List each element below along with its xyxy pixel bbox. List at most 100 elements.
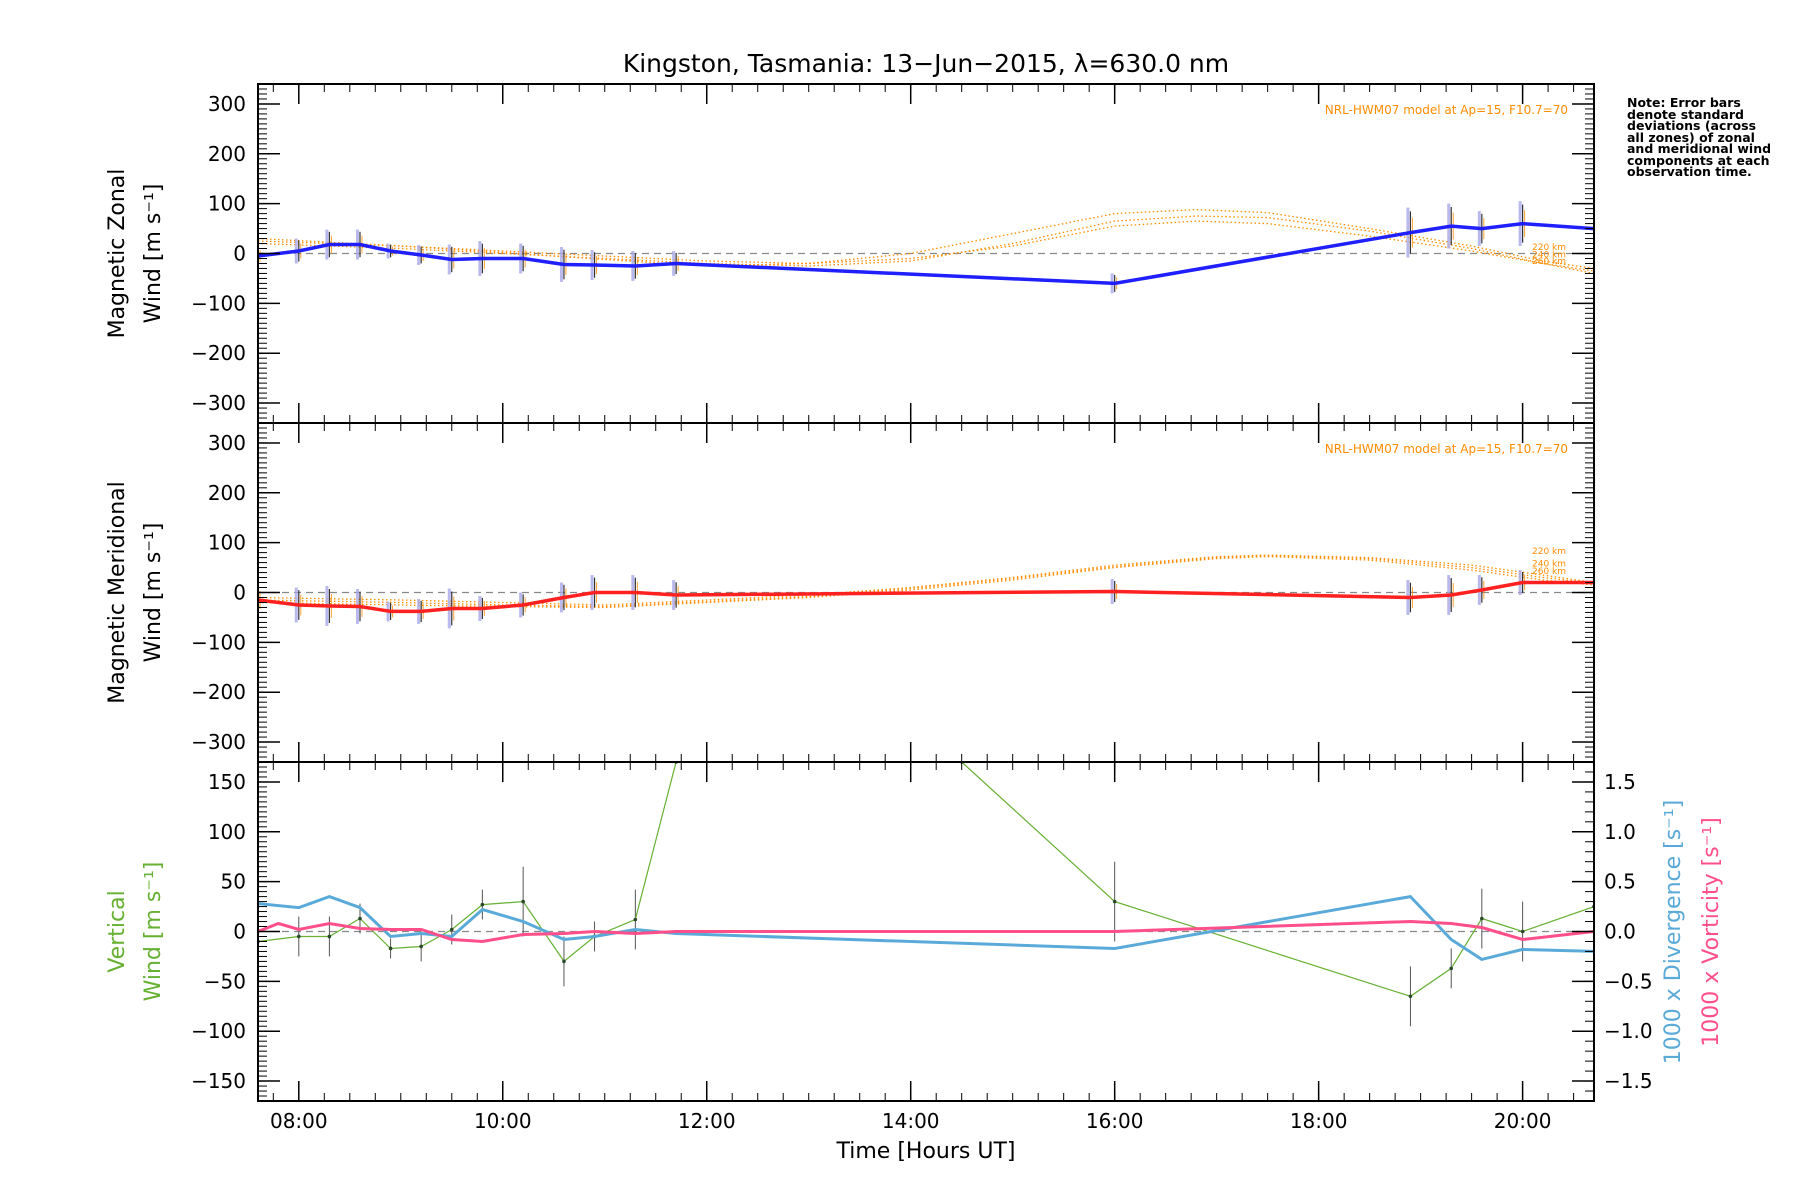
meridional-data-point: [1408, 595, 1413, 600]
meridional-data-point: [562, 595, 566, 600]
zonal-data-point: [388, 249, 393, 253]
error-bar-shade: [254, 585, 257, 615]
y-axis-label-line2: Wind [m s⁻¹]: [141, 184, 166, 324]
zonal-data-point: [1521, 221, 1525, 226]
chart-title: Kingston, Tasmania: 13−Jun−2015, λ=630.0…: [623, 49, 1229, 78]
zonal-data-point: [633, 264, 637, 268]
meridional-data-point: [480, 606, 484, 611]
zonal-wind-line: [258, 221, 1594, 286]
model-label: NRL-HWM07 model at Ap=15, F10.7=70: [1325, 442, 1568, 456]
vertical-data-point: [1112, 899, 1117, 904]
meridional-data-point: [1480, 588, 1484, 592]
zonal-data-point: [1480, 226, 1484, 231]
meridional-data-point: [388, 609, 393, 614]
x-tick-label: 10:00: [474, 1109, 532, 1133]
divergence-line: [258, 894, 1594, 962]
meridional-data-point: [1113, 589, 1117, 594]
y2-tick-label: 0.5: [1604, 870, 1636, 894]
y-tick-label: 100: [208, 192, 246, 216]
panel-zonal: NRL-HWM07 model at Ap=15, F10.7=70 220 km…: [105, 83, 1595, 424]
zonal-data-point: [327, 242, 331, 247]
vertical-data-point: [419, 944, 423, 949]
plot-area-zonal: [254, 201, 1594, 294]
vertical-data-point: [1408, 994, 1413, 999]
zonal-data-point: [358, 242, 362, 247]
y-tick-label: 100: [208, 531, 246, 555]
vertical-data-point: [521, 899, 525, 904]
zonal-data-point: [1449, 224, 1453, 228]
y-axis-label-line1: Magnetic Meridional: [105, 481, 130, 703]
model-curve-3: [258, 555, 1594, 609]
vertical-data-point: [480, 902, 485, 907]
error-bar-shade: [254, 246, 257, 266]
zonal-data-point: [1113, 281, 1117, 286]
divergence-axis-label: 1000 x Divergence [s⁻¹]: [1661, 800, 1686, 1064]
model-curve-1: [258, 220, 1594, 272]
zonal-data-point: [450, 257, 454, 262]
vertical-data-point: [449, 927, 454, 932]
vertical-wind-line: [258, 762, 1594, 997]
vertical-data-point: [1449, 966, 1454, 971]
vertical-data-point: [388, 946, 393, 951]
y2-tick-label: −0.5: [1604, 969, 1653, 993]
meridional-data-point: [521, 603, 525, 607]
y-tick-label: 100: [208, 820, 246, 844]
y-tick-label: −300: [191, 391, 246, 415]
meridional-data-point: [297, 603, 301, 607]
y-tick-label: 150: [208, 770, 246, 794]
altitude-label: 220 km: [1532, 243, 1566, 253]
y-axis-label-line1: Magnetic Zonal: [105, 169, 130, 339]
zonal-data-point: [419, 253, 423, 257]
y-axis-label-line1: Vertical: [105, 890, 130, 972]
altitude-label: 240 km: [1532, 560, 1566, 570]
meridional-data-point: [450, 606, 454, 611]
zonal-data-point: [592, 263, 597, 267]
panel-frame: [257, 83, 1595, 424]
model-label: NRL-HWM07 model at Ap=15, F10.7=70: [1325, 103, 1568, 117]
zonal-data-point: [674, 261, 678, 266]
y-tick-label: 200: [208, 481, 246, 505]
x-tick-label: 20:00: [1494, 1109, 1552, 1133]
meridional-data-point: [419, 609, 423, 614]
zonal-data-point: [297, 249, 301, 253]
meridional-data-point: [633, 590, 637, 595]
y-tick-label: 200: [208, 142, 246, 166]
y-tick-label: −300: [191, 730, 246, 754]
x-tick-label: 12:00: [678, 1109, 736, 1133]
vorticity-line: [258, 919, 1594, 944]
zonal-data-point: [480, 256, 484, 261]
x-tick-label: 08:00: [270, 1109, 328, 1133]
error-bar-note: Note: Error bars denote standard deviati…: [1627, 95, 1772, 179]
altitude-label: 260 km: [1532, 257, 1566, 267]
vertical-data-point: [1520, 929, 1525, 934]
x-tick-label: 16:00: [1086, 1109, 1144, 1133]
x-tick-label: 18:00: [1290, 1109, 1348, 1133]
vertical-data-point: [296, 934, 301, 939]
y-tick-label: −100: [191, 1019, 246, 1043]
zonal-data-point: [1408, 230, 1413, 235]
vertical-data-point: [633, 917, 638, 922]
zonal-data-point: [562, 262, 566, 267]
vertical-data-point: [1480, 916, 1484, 921]
meridional-data-point: [592, 590, 597, 595]
vorticity-axis-label: 1000 x Vorticity [s⁻¹]: [1699, 817, 1724, 1047]
plot-area-vertical: [258, 762, 1594, 1027]
y-tick-label: −200: [191, 341, 246, 365]
y-axis-label-line2: Wind [m s⁻¹]: [141, 862, 166, 1002]
y-tick-label: −50: [204, 969, 246, 993]
altitude-label: 220 km: [1532, 547, 1566, 557]
y-tick-label: −200: [191, 680, 246, 704]
y2-tick-label: 0.0: [1604, 920, 1636, 944]
y2-tick-label: 1.5: [1604, 770, 1636, 794]
meridional-data-point: [327, 604, 331, 608]
altitude-label: 260 km: [1532, 567, 1566, 577]
vertical-data-point: [358, 916, 362, 921]
y-tick-label: 0: [233, 242, 246, 266]
panel-vertical: −1.5 −1.0 −0.5 0.0 0.5 1.0 1.5 1000 x Divergenc…: [105, 761, 1724, 1102]
x-axis-label: Time [Hours UT]: [836, 1139, 1016, 1164]
y-tick-label: 0: [233, 920, 246, 944]
x-tick-label: 14:00: [882, 1109, 940, 1133]
y2-tick-label: −1.0: [1604, 1019, 1653, 1043]
y-axis-label-line2: Wind [m s⁻¹]: [141, 523, 166, 663]
